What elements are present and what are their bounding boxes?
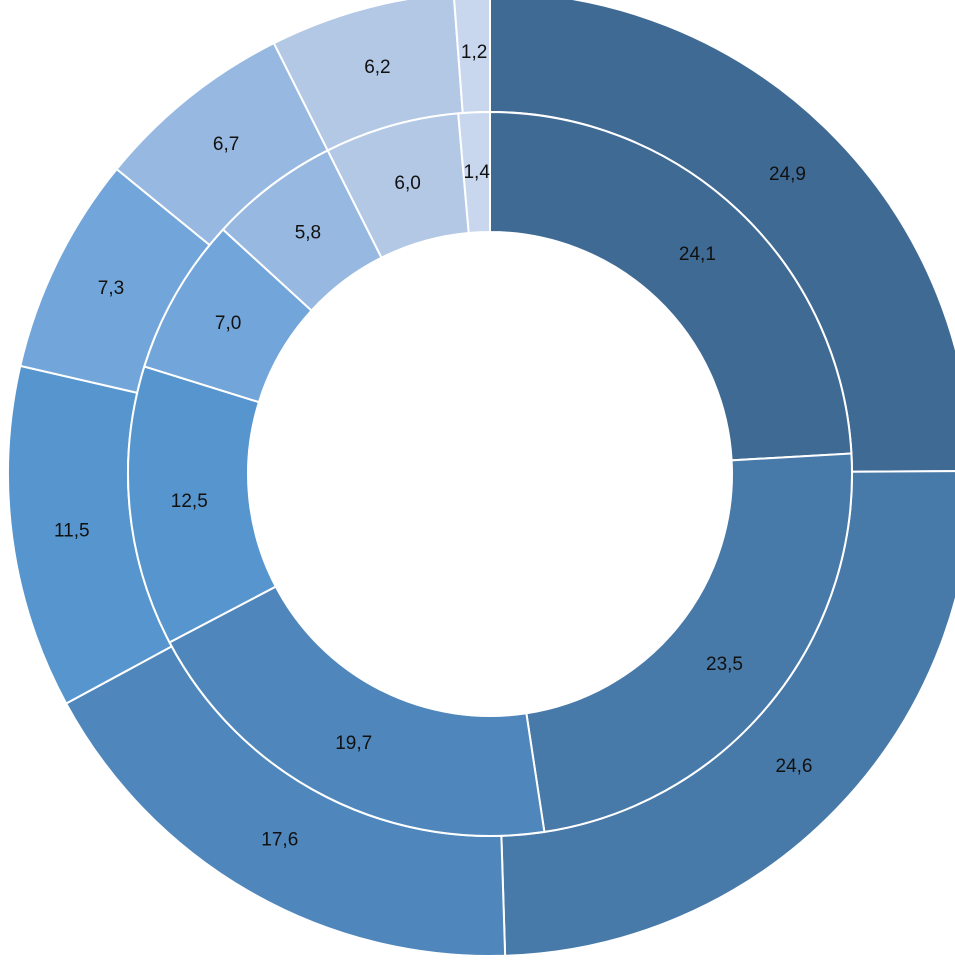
inner-ring-slice-2 (525, 452, 853, 834)
outer-ring-label-3: 17,6 (261, 829, 298, 850)
outer-ring-label-1: 24,9 (769, 164, 806, 185)
outer-ring-label-5: 7,3 (98, 278, 124, 299)
inner-ring-label-3: 19,7 (335, 733, 372, 754)
inner-ring-label-6: 5,8 (295, 223, 321, 244)
inner-ring-label-1: 24,1 (679, 244, 716, 265)
outer-ring-label-2: 24,6 (776, 756, 813, 777)
inner-ring-slice-8 (457, 110, 491, 235)
inner-ring-label-5: 7,0 (215, 313, 241, 334)
outer-ring-label-7: 6,2 (364, 57, 390, 78)
outer-ring (7, 0, 955, 957)
inner-ring-slice-3 (168, 585, 546, 837)
inner-ring-label-7: 6,0 (394, 173, 420, 194)
outer-ring-label-4: 11,5 (54, 520, 90, 541)
data-labels: 24,1 23,5 19,7 12,5 7,0 5,8 6,0 1,4 24,9 24,6 17,6… (54, 42, 812, 851)
outer-ring-label-6: 6,7 (213, 134, 239, 155)
inner-ring-label-8: 1,4 (463, 162, 490, 183)
outer-ring-label-8: 1,2 (461, 42, 487, 63)
inner-ring-label-4: 12,5 (171, 491, 208, 512)
inner-ring-slice-1 (489, 110, 853, 462)
inner-ring-label-2: 23,5 (706, 654, 743, 675)
inner-ring (127, 110, 853, 837)
